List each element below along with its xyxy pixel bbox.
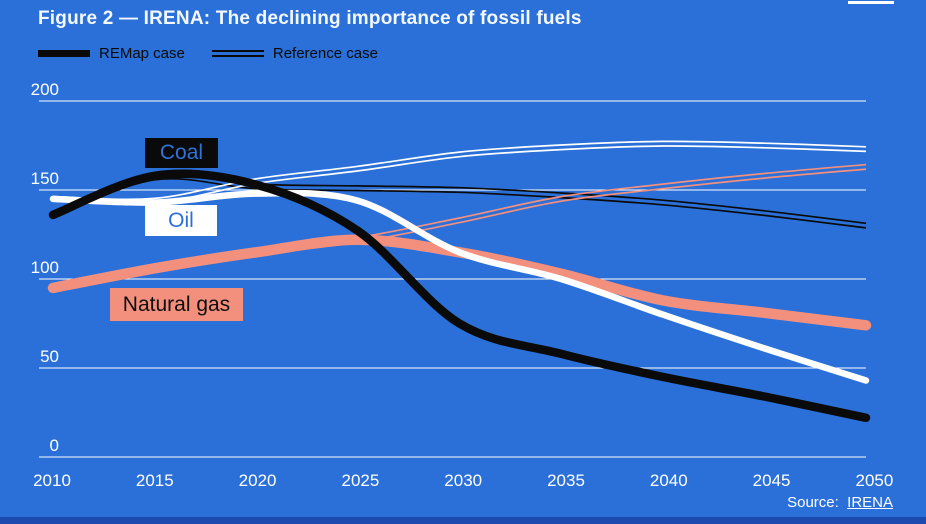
y-tick-label-150: 150 (31, 169, 59, 188)
source-line: Source: IRENA (787, 494, 893, 511)
x-tick-label-2025: 2025 (341, 471, 379, 490)
legend-thick-line-swatch (38, 50, 90, 57)
legend-double-line-swatch (211, 50, 264, 57)
x-tick-label-2035: 2035 (547, 471, 585, 490)
x-tick-label-2040: 2040 (650, 471, 688, 490)
series-coal-remap-line (48, 169, 871, 423)
y-tick-label-100: 100 (31, 258, 59, 277)
coal-series-label: Coal (145, 138, 218, 168)
natural-gas-series-label: Natural gas (110, 288, 243, 321)
source-label: Source: (787, 494, 839, 511)
figure-title: Figure 2 — IRENA: The declining importan… (38, 8, 582, 29)
series-coal-ref-line-lower (52, 177, 867, 229)
x-tick-label-2020: 2020 (239, 471, 277, 490)
legend-reference-label: Reference case (272, 45, 378, 62)
bottom-accent-bar (0, 517, 926, 524)
x-tick-label-2050: 2050 (855, 471, 893, 490)
y-tick-label-0: 0 (50, 436, 59, 455)
x-tick-label-2010: 2010 (33, 471, 71, 490)
x-tick-label-2030: 2030 (444, 471, 482, 490)
x-tick-label-2045: 2045 (753, 471, 791, 490)
oil-series-label: Oil (145, 205, 217, 236)
series-oil-remap-line (49, 189, 870, 384)
source-irena-link[interactable]: IRENA (847, 494, 893, 511)
legend-remap-label: REMap case (99, 45, 185, 62)
chart-legend: REMap case Reference case (38, 45, 405, 62)
series-oil-ref-line-upper (52, 140, 867, 201)
x-tick-label-2015: 2015 (136, 471, 174, 490)
y-tick-label-50: 50 (40, 347, 59, 366)
y-tick-label-200: 200 (31, 80, 59, 99)
window-artifact-dash (848, 1, 894, 4)
